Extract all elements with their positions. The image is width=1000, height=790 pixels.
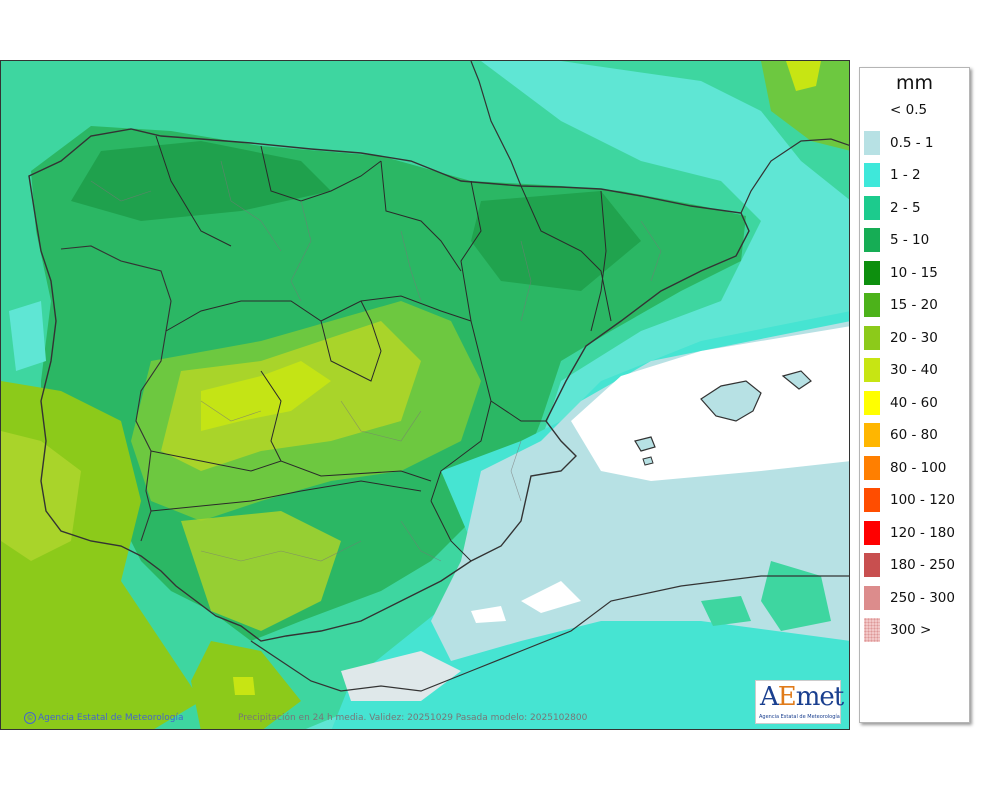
legend-swatch bbox=[864, 488, 880, 512]
legend-label: 10 - 15 bbox=[890, 264, 938, 281]
legend-item: 0.5 - 1 bbox=[864, 130, 934, 155]
precip-south-band bbox=[181, 511, 341, 631]
formentera-island bbox=[642, 456, 654, 466]
legend-swatch bbox=[864, 553, 880, 577]
legend-label: 300 > bbox=[890, 622, 932, 638]
legend-swatch bbox=[864, 195, 880, 220]
legend-item: 1 - 2 bbox=[864, 163, 921, 187]
legend-swatch bbox=[864, 293, 880, 317]
legend-label: 100 - 120 bbox=[890, 492, 955, 508]
legend-item: 180 - 250 bbox=[864, 553, 955, 577]
legend-item: 15 - 20 bbox=[864, 293, 938, 317]
precip-africa-dry bbox=[341, 651, 461, 701]
legend-label: 180 - 250 bbox=[890, 557, 955, 573]
legend-label: 15 - 20 bbox=[890, 297, 938, 313]
mallorca-island bbox=[700, 380, 762, 422]
precip-field-alps bbox=[761, 61, 849, 151]
legend-label: 1 - 2 bbox=[890, 167, 921, 183]
aemet-logo[interactable]: AEmet Agencia Estatal de Meteorología bbox=[755, 680, 844, 724]
footer-model-info: Precipitación en 24 h media. Validez: 20… bbox=[238, 713, 588, 723]
precip-band-40 bbox=[201, 361, 331, 431]
france-med-coast bbox=[740, 138, 849, 214]
precip-dry-patch-2 bbox=[471, 606, 506, 623]
legend-item: 100 - 120 bbox=[864, 488, 955, 512]
legend-label: < 0.5 bbox=[890, 102, 928, 118]
legend-label: 250 - 300 bbox=[890, 589, 955, 606]
africa-coastline bbox=[250, 575, 849, 692]
legend-swatch bbox=[864, 358, 880, 382]
precipitation-map[interactable] bbox=[0, 60, 850, 730]
legend-label: 40 - 60 bbox=[890, 394, 938, 411]
legend-item: 20 - 30 bbox=[864, 325, 938, 350]
legend-label: 20 - 30 bbox=[890, 329, 938, 346]
legend-item: 40 - 60 bbox=[864, 390, 938, 415]
legend-item: 80 - 100 bbox=[864, 455, 947, 480]
precip-sea-patch bbox=[701, 596, 751, 626]
legend-swatch bbox=[864, 455, 880, 480]
portugal-border bbox=[60, 245, 172, 542]
legend-swatch bbox=[864, 423, 880, 447]
legend-swatch bbox=[864, 325, 880, 350]
legend-swatch bbox=[864, 520, 880, 545]
legend-swatch bbox=[864, 390, 880, 415]
legend-item: 250 - 300 bbox=[864, 585, 955, 610]
legend-item: 120 - 180 bbox=[864, 520, 955, 545]
legend-item: 300 > bbox=[864, 618, 931, 642]
logo-subtitle: Agencia Estatal de Meteorología bbox=[759, 714, 840, 720]
legend-item: < 0.5 bbox=[864, 98, 927, 122]
region-borders bbox=[150, 135, 612, 562]
ibiza-island bbox=[634, 436, 656, 452]
precip-atlantic-patch bbox=[9, 301, 46, 371]
copyright-icon: © bbox=[24, 712, 36, 724]
precip-field-alps-max bbox=[786, 61, 821, 91]
precip-west-core bbox=[1, 431, 81, 561]
legend-item: 10 - 15 bbox=[864, 260, 938, 285]
legend-item: 30 - 40 bbox=[864, 358, 938, 382]
legend-label: 5 - 10 bbox=[890, 232, 930, 248]
precip-core-ebro bbox=[471, 191, 641, 291]
legend-swatch bbox=[864, 130, 880, 155]
legend-label: 30 - 40 bbox=[890, 362, 938, 378]
legend-label: 2 - 5 bbox=[890, 199, 921, 216]
menorca-island bbox=[781, 370, 812, 390]
legend-item: 2 - 5 bbox=[864, 195, 921, 220]
legend-swatch bbox=[864, 228, 880, 252]
france-atlantic-coast bbox=[470, 61, 522, 187]
legend-swatch bbox=[864, 98, 880, 122]
precipitation-legend: mm < 0.5 0.5 - 1 1 - 2 2 - 5 5 - 10 10 - 15 15… bbox=[859, 67, 970, 723]
footer-credit: Agencia Estatal de Meteorología bbox=[38, 713, 184, 723]
legend-label: 120 - 180 bbox=[890, 524, 955, 541]
legend-label: 80 - 100 bbox=[890, 459, 947, 476]
legend-swatch bbox=[864, 260, 880, 285]
legend-unit: mm bbox=[895, 72, 934, 94]
legend-label: 60 - 80 bbox=[890, 427, 938, 443]
legend-item: 5 - 10 bbox=[864, 228, 929, 252]
legend-swatch bbox=[864, 618, 880, 642]
precip-core-north bbox=[71, 141, 331, 221]
province-borders bbox=[90, 160, 662, 562]
iberia-coastline bbox=[28, 128, 750, 642]
map-svg bbox=[1, 61, 849, 729]
precip-dry-patch-1 bbox=[521, 581, 581, 613]
legend-item: 60 - 80 bbox=[864, 423, 938, 447]
legend-swatch bbox=[864, 163, 880, 187]
legend-label: 0.5 - 1 bbox=[890, 134, 934, 151]
legend-swatch bbox=[864, 585, 880, 610]
logo-wordmark: AEmet bbox=[760, 682, 844, 712]
precip-sardinia-band bbox=[761, 561, 831, 631]
precip-strait-core bbox=[233, 677, 255, 695]
